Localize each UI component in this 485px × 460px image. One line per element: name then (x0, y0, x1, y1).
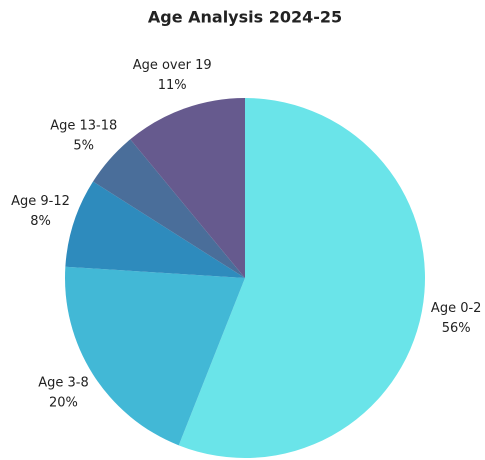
pie-slice (65, 266, 246, 446)
slice-label: Age 9-12 (11, 194, 70, 209)
value-label: 20% (49, 396, 78, 411)
value-label: 56% (442, 321, 471, 336)
pie-slice (65, 181, 245, 278)
slice-label: Age 13-18 (50, 118, 117, 133)
value-label: 5% (73, 138, 94, 153)
chart-title: Age Analysis 2024-25 (148, 8, 342, 27)
slice-label: Age 0-2 (431, 301, 482, 316)
slice-label: Age 3-8 (38, 376, 89, 391)
value-label: 8% (30, 214, 51, 229)
pie-slice (130, 98, 245, 278)
value-label: 11% (158, 78, 187, 93)
pie-slice (178, 98, 425, 458)
slice-label: Age over 19 (133, 58, 212, 73)
pie-slice (93, 139, 246, 278)
